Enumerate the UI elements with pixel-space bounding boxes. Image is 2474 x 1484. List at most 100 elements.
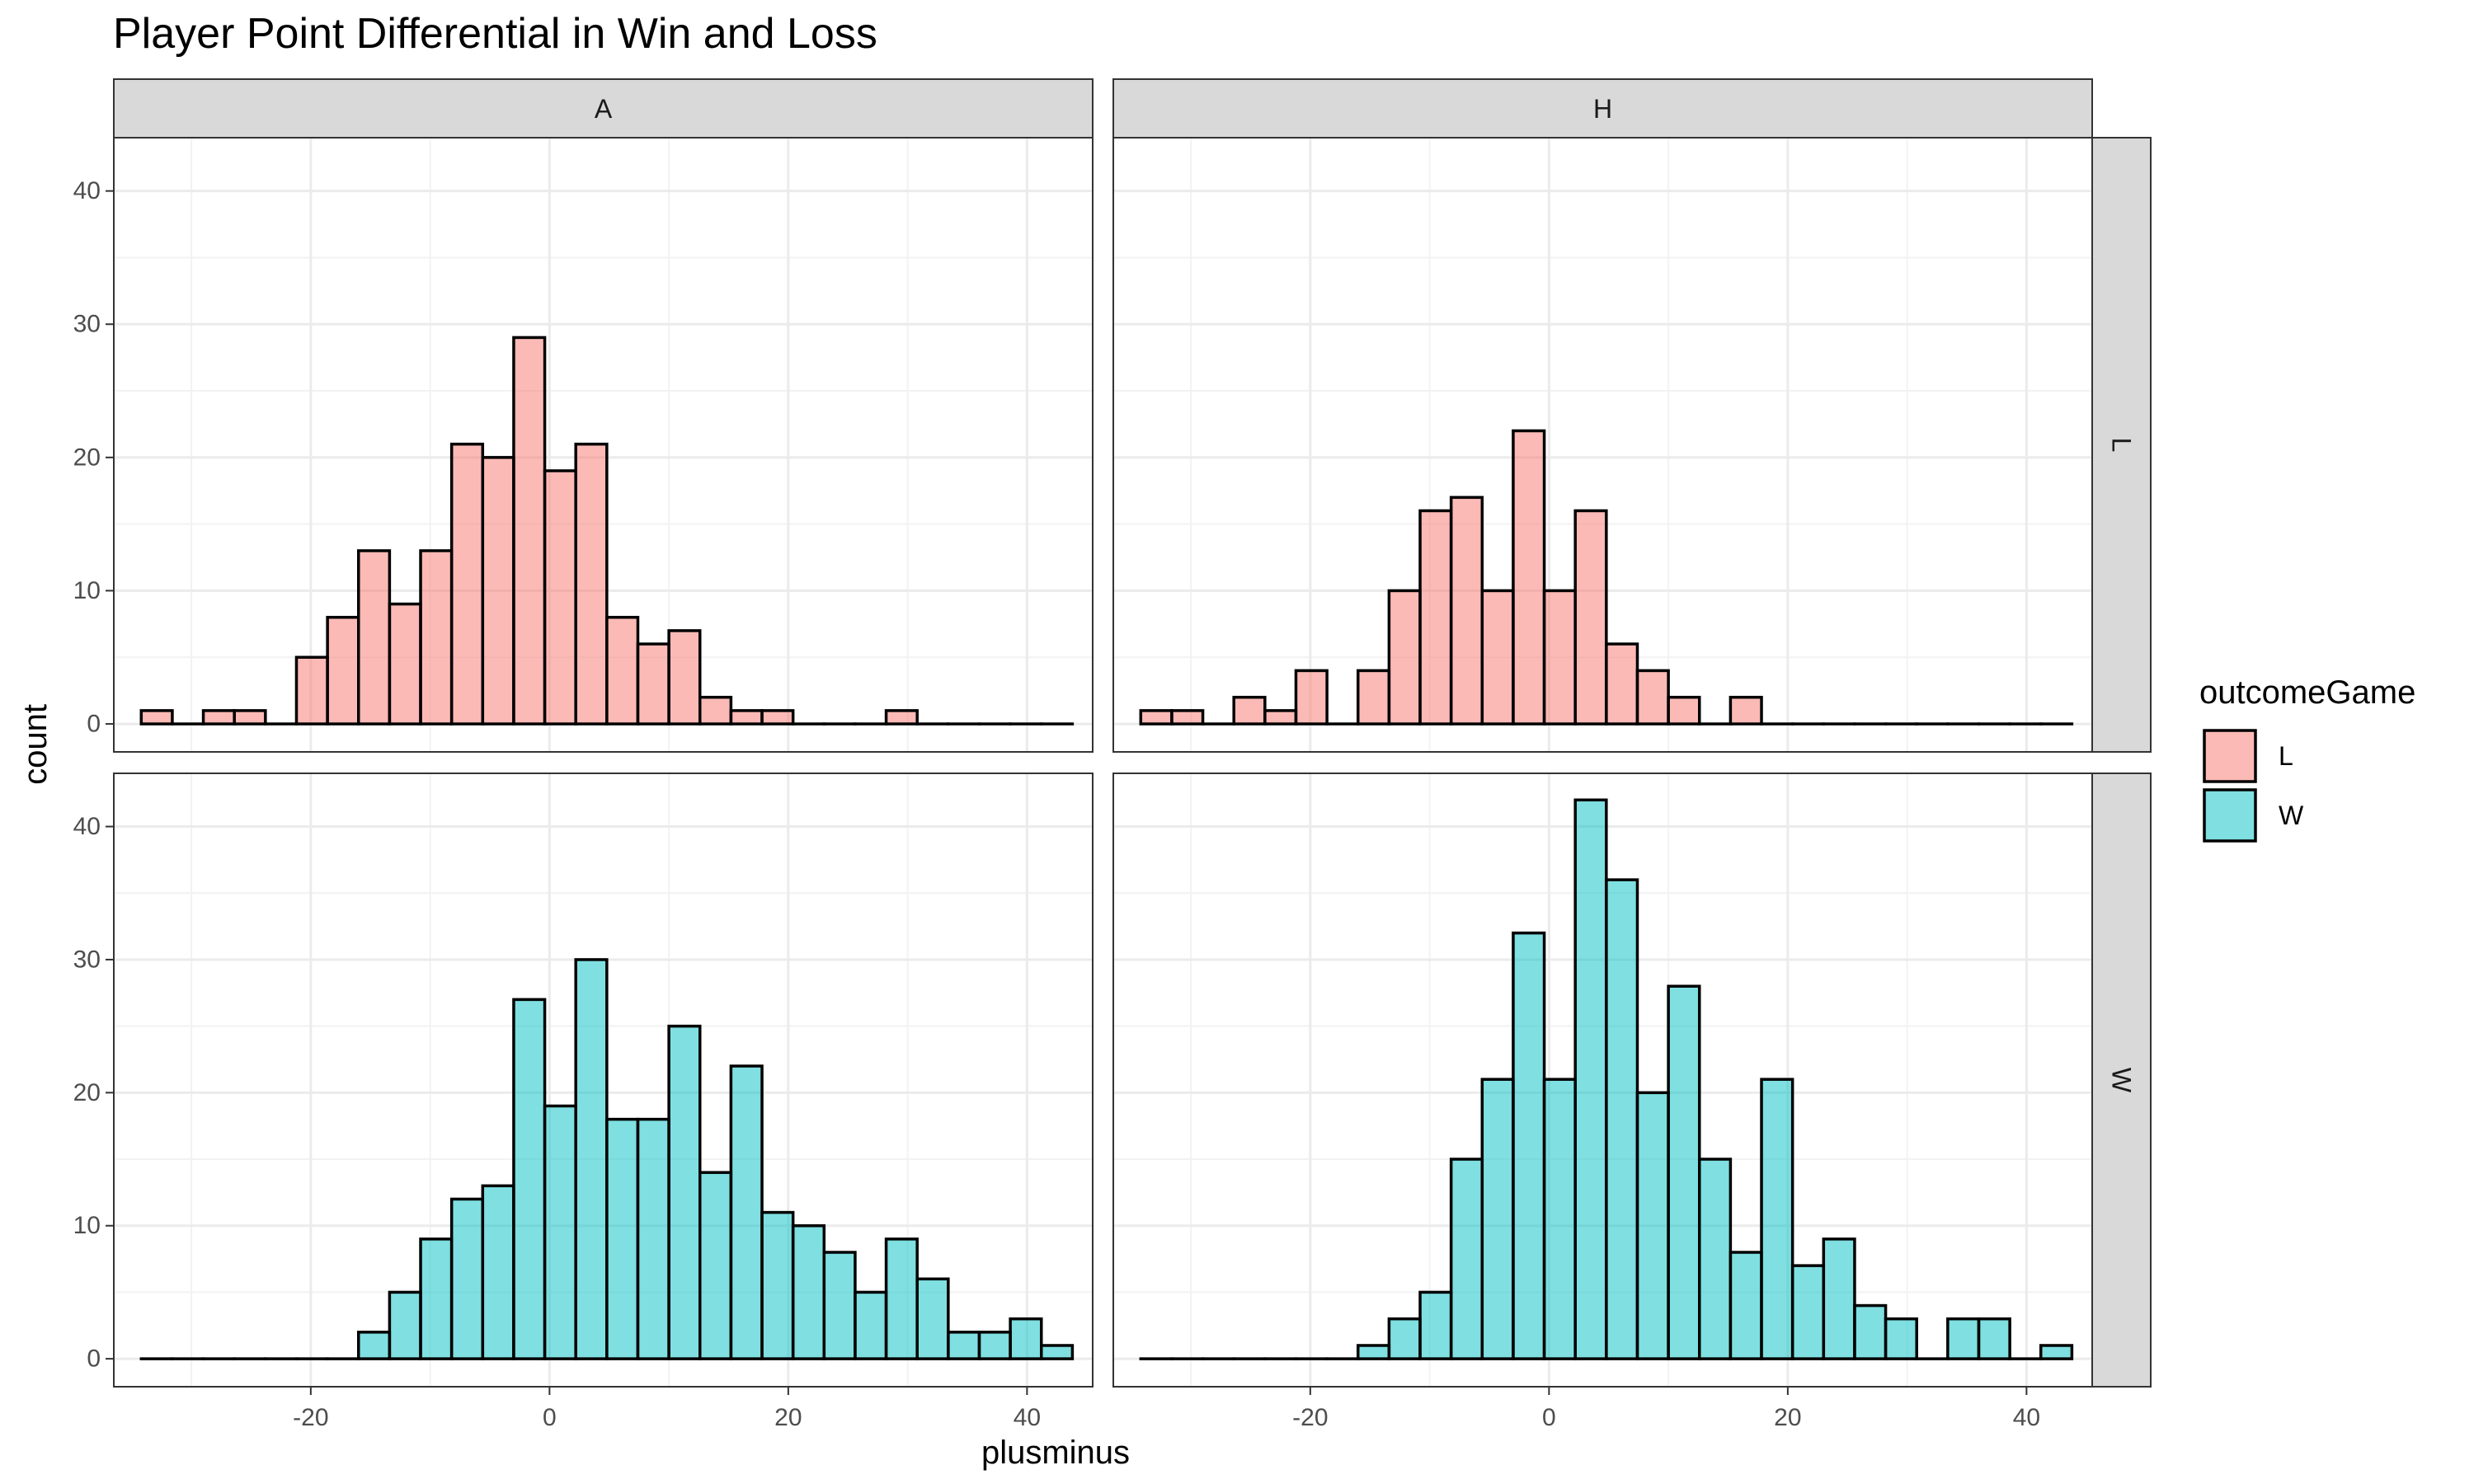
x-tick-label: 40 bbox=[2013, 1404, 2040, 1431]
histogram-bar bbox=[636, 1117, 670, 1360]
panel-H-L bbox=[1112, 137, 2093, 753]
panel-H-W: -20 0 20 40 bbox=[1112, 773, 2093, 1431]
panel-border bbox=[113, 773, 1094, 1388]
histogram-bar bbox=[1480, 1078, 1515, 1360]
histogram-bar bbox=[1418, 1290, 1453, 1360]
histogram-bar bbox=[419, 549, 454, 726]
histogram-bar bbox=[1232, 695, 1267, 726]
facet-strip-col-H bbox=[1112, 78, 2093, 139]
histogram-bar bbox=[419, 1237, 454, 1360]
y-tick-label: 0 bbox=[87, 1345, 101, 1373]
histogram-bar bbox=[1573, 509, 1608, 726]
histogram-bar bbox=[729, 709, 764, 726]
histogram-bar bbox=[512, 336, 547, 726]
histogram-bar bbox=[326, 616, 360, 726]
x-tick-label: 20 bbox=[774, 1404, 802, 1431]
panel-A-W: 0 10 20 30 40 -20 0 20 40 bbox=[73, 773, 1094, 1431]
histogram-bar bbox=[1040, 1344, 1075, 1360]
histogram-bar bbox=[1418, 509, 1453, 726]
histogram-bar bbox=[1760, 1078, 1794, 1360]
histogram-bar bbox=[294, 655, 329, 726]
histogram-bar bbox=[698, 1171, 733, 1360]
histogram-bar bbox=[1387, 1317, 1422, 1360]
histogram-bar bbox=[915, 1277, 950, 1360]
histogram-bar bbox=[1698, 1158, 1733, 1360]
histogram-bar bbox=[977, 1331, 1012, 1360]
histogram-bar bbox=[1512, 429, 1546, 726]
facet-panels: A H L W 0 10 20 30 40 0 10 20 30 40 -20 0 20 40 -20 0 20 40 bbox=[73, 78, 2152, 1431]
histogram-bar bbox=[854, 1290, 888, 1360]
panel-border bbox=[1112, 773, 2093, 1388]
histogram-bar bbox=[139, 709, 174, 726]
histogram-bar bbox=[449, 1197, 485, 1360]
histogram-bar bbox=[698, 695, 733, 726]
histogram-bar bbox=[1449, 495, 1484, 726]
histogram-bar bbox=[729, 1064, 764, 1360]
legend-key bbox=[2203, 788, 2257, 843]
histogram-bar bbox=[388, 602, 422, 726]
legend-label: W bbox=[2279, 801, 2304, 830]
histogram-bar bbox=[574, 442, 609, 726]
y-tick-label: 30 bbox=[73, 946, 101, 973]
histogram-bar bbox=[605, 616, 640, 726]
x-tick-label: 40 bbox=[1014, 1404, 1041, 1431]
histogram-bar bbox=[1667, 695, 1701, 726]
y-tick-label: 40 bbox=[73, 177, 101, 204]
histogram-bar bbox=[357, 549, 392, 726]
legend-entry-W: W bbox=[2203, 788, 2304, 843]
histogram-bar bbox=[884, 709, 919, 726]
histogram-bar bbox=[1449, 1158, 1484, 1360]
histogram-bar bbox=[760, 1210, 795, 1360]
histogram-bar bbox=[512, 998, 547, 1360]
histogram-bar bbox=[822, 1251, 857, 1360]
histogram-bar bbox=[605, 1117, 640, 1360]
legend-key bbox=[2203, 729, 2257, 783]
histogram-bar bbox=[1263, 709, 1298, 726]
histogram-bar bbox=[636, 642, 670, 726]
panel-border bbox=[113, 137, 1094, 753]
legend-entry-L: L bbox=[2203, 729, 2293, 783]
histogram-bar bbox=[667, 629, 702, 726]
histogram-bar bbox=[1387, 589, 1422, 726]
histogram-bar bbox=[1294, 669, 1329, 726]
histogram-bar bbox=[667, 1024, 702, 1360]
histogram-bar bbox=[1480, 589, 1515, 726]
facet-strip-col-A bbox=[113, 78, 1094, 139]
y-axis-label: count bbox=[17, 704, 54, 785]
legend-title: outcomeGame bbox=[2199, 674, 2415, 711]
histogram-bar bbox=[2039, 1344, 2074, 1360]
x-tick-label: -20 bbox=[293, 1404, 328, 1431]
histogram-bar bbox=[1605, 642, 1639, 726]
facet-strip-label-W: W bbox=[2107, 1068, 2137, 1093]
histogram-bar bbox=[1729, 695, 1763, 726]
histogram-bar bbox=[760, 709, 795, 726]
histogram-bar bbox=[1139, 709, 1174, 726]
histogram-bar bbox=[1977, 1317, 2011, 1360]
histogram-bar bbox=[1542, 1078, 1577, 1360]
histogram-bar bbox=[1667, 984, 1701, 1360]
histogram-bar bbox=[884, 1237, 919, 1360]
x-tick-label: -20 bbox=[1292, 1404, 1328, 1431]
histogram-bar bbox=[1884, 1317, 1918, 1360]
histogram-bar bbox=[201, 709, 236, 726]
facet-strip-row-W bbox=[2091, 773, 2152, 1388]
histogram-bar bbox=[947, 1331, 981, 1360]
histogram-bar bbox=[1573, 798, 1608, 1360]
x-tick-label: 0 bbox=[1542, 1404, 1556, 1431]
histogram-bar bbox=[1170, 709, 1205, 726]
y-tick-label: 20 bbox=[73, 444, 101, 471]
histogram-bar bbox=[574, 958, 609, 1360]
histogram-bar bbox=[233, 709, 267, 726]
histogram-bar bbox=[1357, 669, 1391, 726]
histogram-bar bbox=[1009, 1317, 1043, 1360]
histogram-bar bbox=[1822, 1237, 1856, 1360]
histogram-bar bbox=[449, 442, 485, 726]
x-tick-label: 0 bbox=[543, 1404, 557, 1431]
panel-border bbox=[1112, 137, 2093, 753]
histogram-bar bbox=[543, 469, 577, 726]
legend-label: L bbox=[2279, 741, 2293, 771]
facet-strip-label-H: H bbox=[1593, 94, 1612, 124]
histogram-bar bbox=[481, 1184, 515, 1360]
x-tick-label: 20 bbox=[1774, 1404, 1801, 1431]
